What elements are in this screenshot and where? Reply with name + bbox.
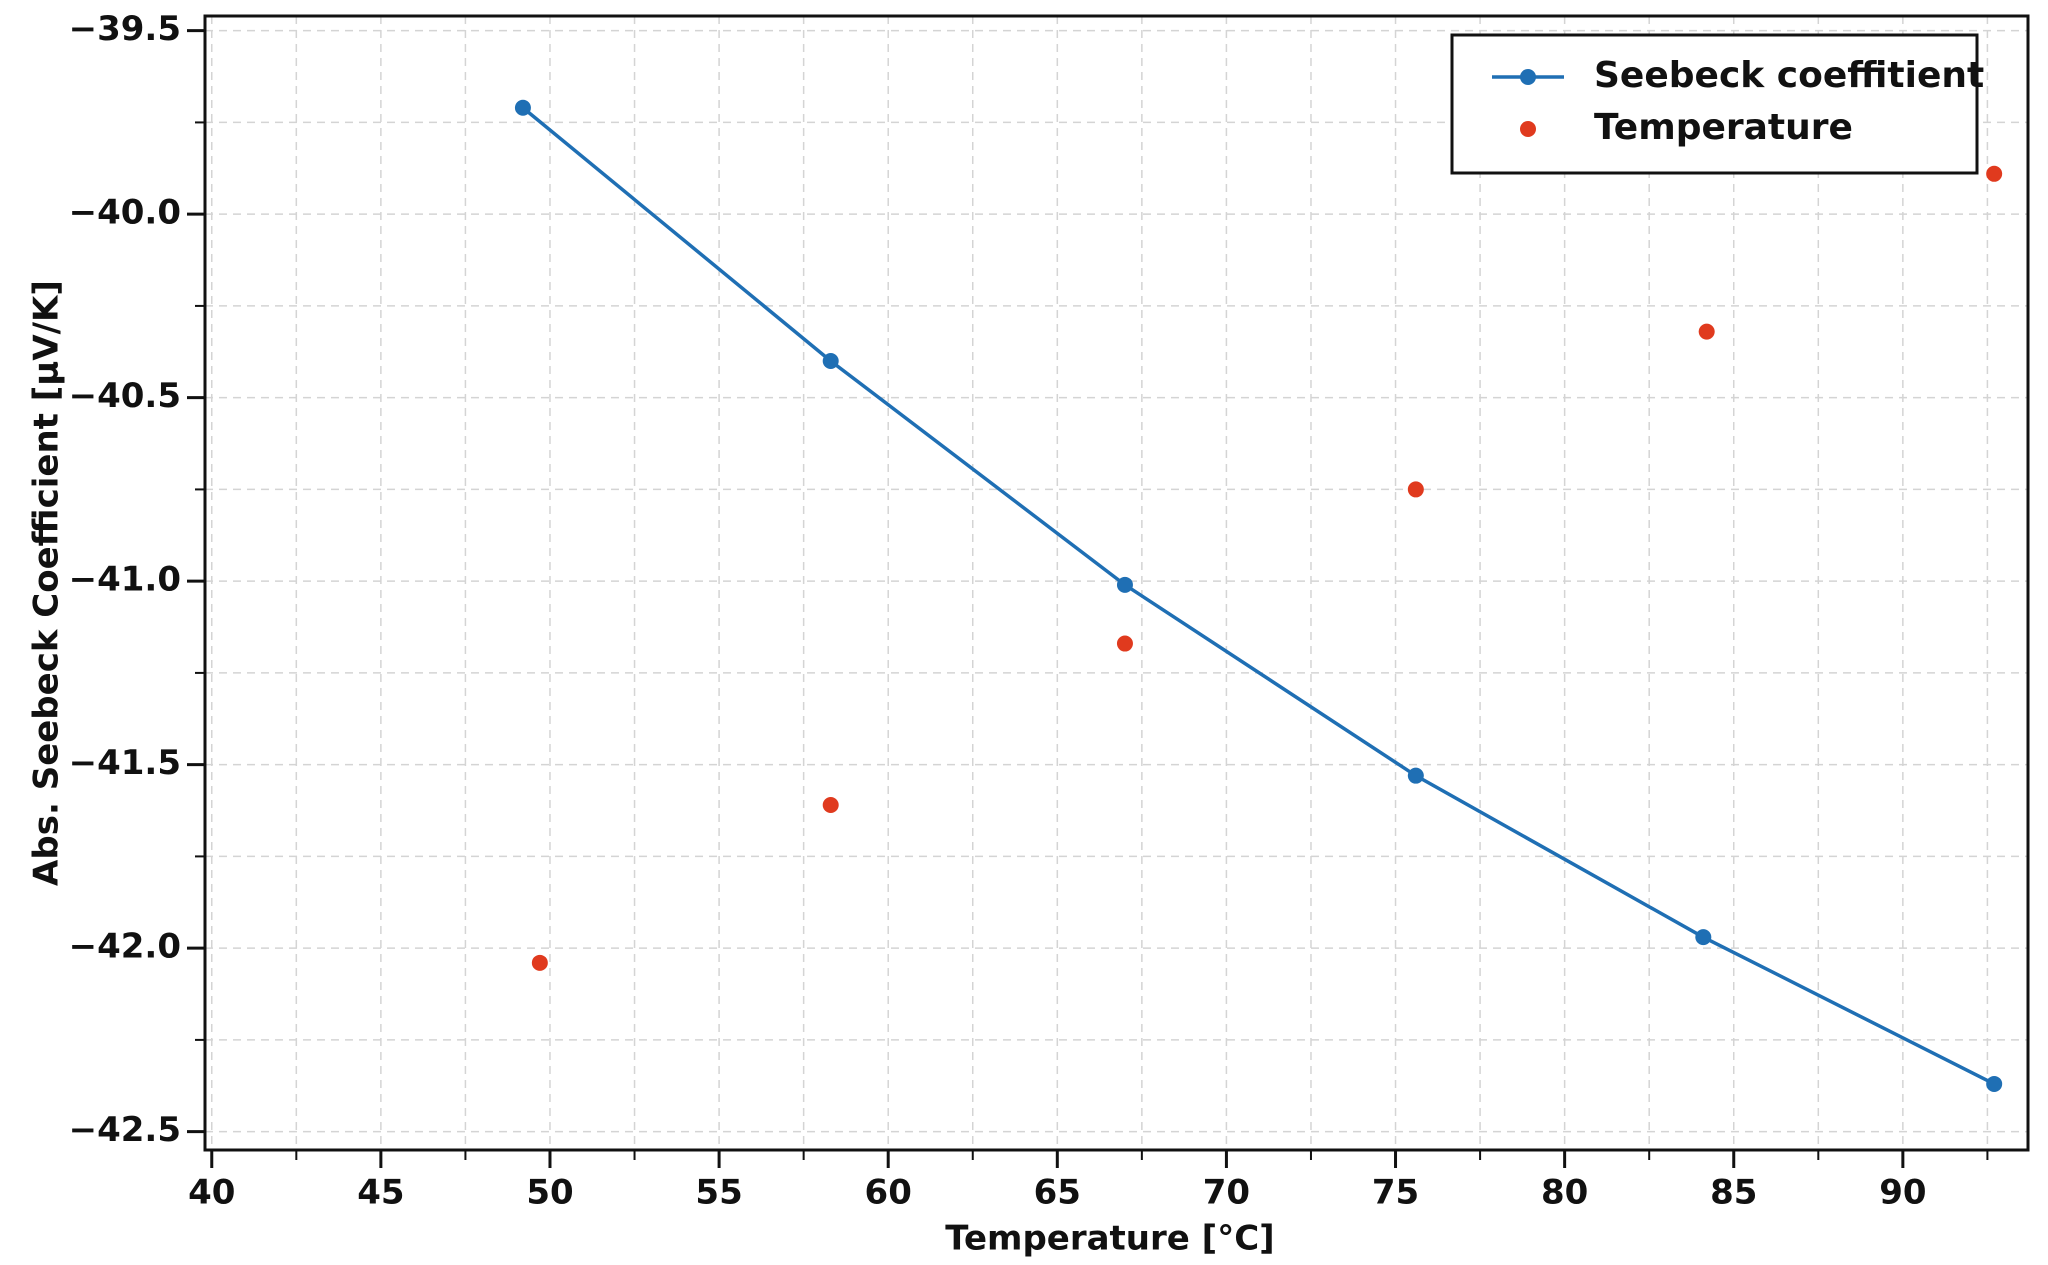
data-point xyxy=(1116,635,1133,652)
data-point xyxy=(1407,481,1424,498)
legend-marker xyxy=(1520,69,1536,85)
data-point xyxy=(514,99,531,116)
x-tick-label: 70 xyxy=(1203,1173,1250,1213)
x-axis-label: Temperature [°C] xyxy=(945,1219,1274,1259)
x-tick-label: 40 xyxy=(188,1173,235,1213)
y-tick-label: −40.0 xyxy=(69,193,181,233)
data-point xyxy=(1116,576,1133,593)
x-tick-label: 80 xyxy=(1541,1173,1588,1213)
x-tick-label: 75 xyxy=(1372,1173,1419,1213)
y-tick-label: −39.5 xyxy=(69,9,181,49)
data-point xyxy=(1986,1075,2003,1092)
x-tick-label: 50 xyxy=(526,1173,573,1213)
data-point xyxy=(1407,767,1424,784)
y-tick-label: −40.5 xyxy=(69,376,181,416)
series-line xyxy=(521,106,1995,1086)
x-tick-label: 85 xyxy=(1710,1173,1757,1213)
y-tick-label: −42.0 xyxy=(69,927,181,967)
data-point xyxy=(531,954,548,971)
y-tick-label: −42.5 xyxy=(69,1110,181,1150)
y-tick-label: −41.0 xyxy=(69,560,181,600)
data-point xyxy=(1986,165,2003,182)
x-tick-label: 55 xyxy=(695,1173,742,1213)
legend-label: Temperature xyxy=(1594,107,1853,148)
x-tick-label: 65 xyxy=(1034,1173,1081,1213)
x-tick-label: 90 xyxy=(1879,1173,1926,1213)
plot-frame xyxy=(203,14,2030,1152)
y-axis-label: Abs. Seebeck Coefficient [µV/K] xyxy=(27,280,67,886)
legend-marker xyxy=(1520,121,1536,137)
data-point xyxy=(1695,929,1712,946)
data-point xyxy=(822,797,839,814)
data-point xyxy=(822,352,839,369)
y-tick-label: −41.5 xyxy=(69,743,181,783)
legend-box xyxy=(1450,33,1979,175)
legend-label: Seebeck coeffitient xyxy=(1594,55,1984,96)
x-tick-label: 45 xyxy=(357,1173,404,1213)
x-tick-label: 60 xyxy=(865,1173,912,1213)
data-point xyxy=(1698,323,1715,340)
